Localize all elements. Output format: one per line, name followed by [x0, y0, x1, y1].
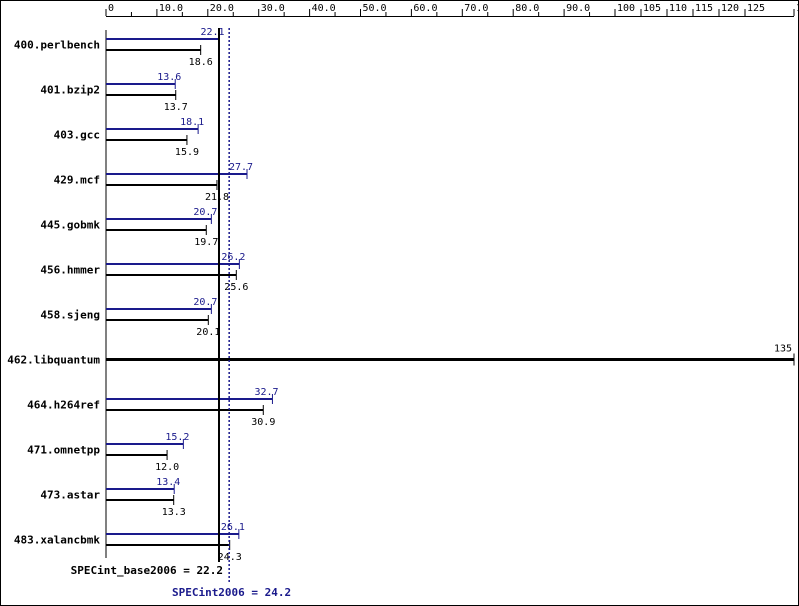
value-label: 135 [774, 344, 792, 355]
tick-label: 90.0 [566, 3, 590, 14]
tick-label: 105 [643, 3, 661, 14]
base-value-label: 13.7 [164, 102, 188, 113]
tick-label: 120 [721, 3, 739, 14]
tick-label: 70.0 [464, 3, 488, 14]
tick-label: 135 [796, 3, 799, 14]
tick-label: 40.0 [312, 3, 336, 14]
benchmark-label: 462.libquantum [7, 354, 100, 367]
tick-label: 20.0 [210, 3, 234, 14]
benchmark-label: 464.h264ref [27, 399, 100, 412]
peak-value-label: 26.1 [221, 522, 245, 533]
peak-value-label: 26.2 [221, 252, 245, 263]
benchmark-label: 403.gcc [54, 129, 100, 142]
benchmark-label: 483.xalancbmk [14, 534, 100, 547]
base-value-label: 12.0 [155, 462, 179, 473]
peak-value-label: 13.4 [156, 477, 180, 488]
benchmark-label: 400.perlbench [14, 39, 100, 52]
tick-label: 60.0 [413, 3, 437, 14]
base-value-label: 30.9 [251, 417, 275, 428]
base-value-label: 13.3 [162, 507, 186, 518]
benchmark-label: 401.bzip2 [40, 84, 100, 97]
benchmark-label: 473.astar [40, 489, 100, 502]
benchmark-label: 429.mcf [54, 174, 100, 187]
tick-label: 50.0 [363, 3, 387, 14]
tick-label: 30.0 [261, 3, 285, 14]
peak-summary-label: SPECint2006 = 24.2 [172, 586, 291, 599]
benchmark-label: 456.hmmer [40, 264, 100, 277]
peak-value-label: 32.7 [254, 387, 278, 398]
tick-label: 80.0 [515, 3, 539, 14]
tick-label: 115 [695, 3, 713, 14]
benchmark-label: 458.sjeng [40, 309, 100, 322]
base-value-label: 21.8 [205, 192, 229, 203]
benchmark-label: 471.omnetpp [27, 444, 100, 457]
base-value-label: 15.9 [175, 147, 199, 158]
peak-value-label: 13.6 [157, 72, 181, 83]
base-value-label: 20.1 [196, 327, 220, 338]
peak-value-label: 20.7 [193, 207, 217, 218]
base-value-label: 25.6 [224, 282, 248, 293]
base-value-label: 18.6 [189, 57, 213, 68]
peak-value-label: 27.7 [229, 162, 253, 173]
tick-label: 10.0 [159, 3, 183, 14]
peak-value-label: 22.1 [200, 27, 224, 38]
peak-value-label: 15.2 [165, 432, 189, 443]
reference-lines: SPECint_base2006 = 22.2 SPECint2006 = 24.… [71, 28, 291, 599]
peak-value-label: 20.7 [193, 297, 217, 308]
benchmark-label: 445.gobmk [40, 219, 100, 232]
tick-label: 110 [669, 3, 687, 14]
base-value-label: 19.7 [194, 237, 218, 248]
tick-label: 100 [617, 3, 635, 14]
base-summary-label: SPECint_base2006 = 22.2 [71, 564, 223, 577]
bars-area: 400.perlbench 22.1 18.6 401.bzip2 13.6 13.7 40… [7, 27, 795, 563]
tick-label: 0 [108, 3, 114, 14]
tick-label: 125 [747, 3, 765, 14]
x-axis: 0 10.0 20.0 30.0 40.0 50.0 60.0 70.0 80.0 90.0 100… [105, 3, 799, 17]
peak-value-label: 18.1 [180, 117, 204, 128]
